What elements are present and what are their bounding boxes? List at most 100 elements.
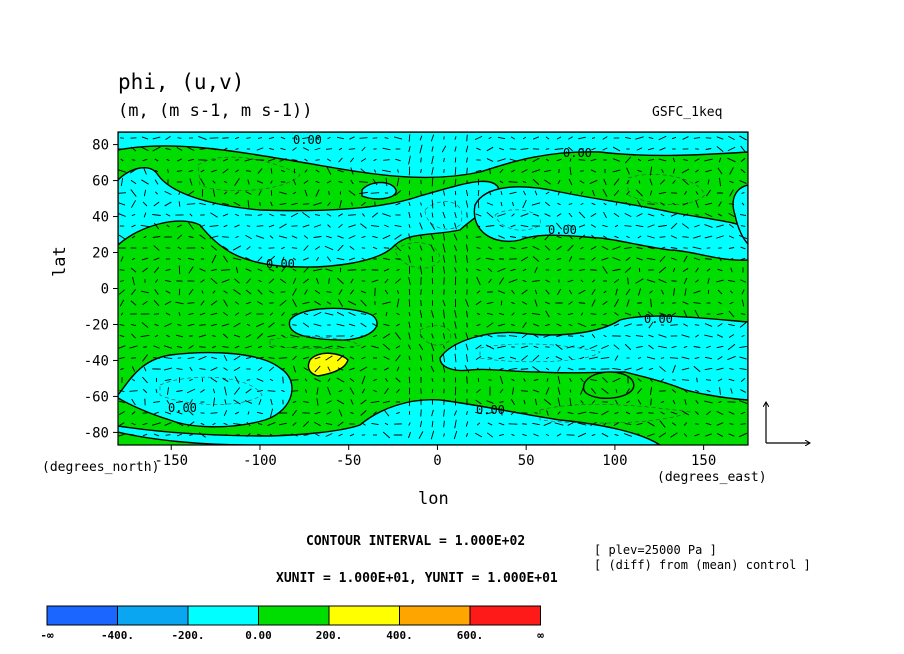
wind-vector [636, 246, 643, 250]
wind-vector [670, 324, 678, 326]
wind-vector [420, 190, 422, 196]
wind-vector [224, 386, 227, 396]
wind-vector [152, 214, 161, 216]
wind-vector [466, 167, 468, 175]
wind-vector [442, 353, 446, 363]
wind-vector [705, 379, 712, 381]
wind-vector [511, 378, 515, 382]
wind-vector [454, 157, 457, 163]
wind-vector [177, 324, 182, 326]
wind-vector [670, 411, 678, 415]
wind-vector [245, 170, 252, 172]
wind-vector [508, 181, 518, 183]
wind-vector [360, 299, 367, 307]
wind-vector [235, 235, 239, 239]
wind-vector [247, 200, 250, 208]
wind-vector [521, 390, 528, 392]
wind-vector [554, 148, 564, 150]
wind-vector [396, 177, 400, 187]
wind-vector [119, 324, 125, 326]
wind-vector [278, 235, 288, 239]
wind-vector [636, 367, 643, 371]
wind-vector [303, 257, 309, 261]
wind-vector [602, 147, 608, 151]
wind-vector [474, 334, 483, 338]
wind-vector [210, 323, 218, 327]
wind-vector [475, 344, 482, 350]
wind-vector [141, 257, 149, 261]
wind-vector [729, 290, 734, 294]
wind-vector [118, 192, 127, 194]
wind-vector [154, 279, 159, 283]
wind-vector [511, 289, 515, 295]
wind-vector [130, 433, 137, 437]
wind-vector [603, 235, 607, 239]
wind-vector [532, 157, 540, 163]
wind-vector [466, 322, 468, 328]
wind-vector [395, 202, 401, 206]
wind-vector [590, 269, 597, 271]
wind-vector [430, 342, 435, 352]
wind-vector [649, 377, 653, 383]
wind-vector [681, 334, 690, 338]
wind-vector [347, 300, 357, 306]
wind-vector [359, 181, 368, 183]
wind-vector [683, 422, 688, 426]
wind-vector [545, 387, 550, 395]
wind-vector [360, 410, 367, 416]
wind-vector [695, 279, 699, 283]
wind-vector [739, 322, 747, 328]
wind-vector [624, 225, 632, 227]
experiment-label: GSFC_1keq [652, 105, 723, 120]
wind-vector [234, 136, 240, 140]
wind-vector [636, 346, 643, 348]
wind-vector [268, 366, 275, 372]
wind-vector [704, 158, 713, 162]
wind-vector [304, 158, 308, 162]
wind-vector [730, 267, 733, 273]
wind-vector [684, 399, 687, 405]
wind-vector [522, 136, 527, 140]
wind-vector [373, 411, 377, 415]
wind-vector [661, 289, 664, 295]
wind-vector [695, 169, 699, 173]
wind-vector [164, 190, 172, 196]
wind-vector [199, 346, 206, 348]
wind-vector [163, 345, 173, 349]
wind-vector [740, 246, 746, 250]
x-tick-label: -100 [243, 453, 277, 469]
wind-vector [590, 388, 597, 394]
wind-vector [601, 410, 609, 416]
wind-vector [268, 136, 275, 140]
wind-vector [350, 399, 354, 405]
wind-vector [223, 367, 228, 371]
wind-vector [153, 245, 160, 251]
wind-vector [658, 224, 667, 228]
wind-vector [371, 212, 379, 218]
wind-vector [176, 170, 183, 172]
wind-vector [487, 422, 493, 426]
wind-vector [292, 257, 297, 261]
wind-vector [647, 224, 655, 228]
wind-vector [544, 179, 551, 185]
wind-vector [660, 411, 665, 415]
wind-vector [475, 355, 482, 361]
wind-vector [522, 268, 527, 272]
wind-vector [292, 278, 297, 284]
wind-vector [670, 213, 678, 217]
wind-vector [589, 179, 598, 185]
wind-vector [350, 167, 354, 175]
wind-vector [521, 333, 528, 339]
wind-vector [234, 312, 240, 316]
wind-vector [349, 246, 355, 250]
wind-vector [727, 355, 736, 361]
wind-vector [532, 213, 540, 217]
wind-vector [166, 158, 170, 162]
wind-vector [545, 158, 550, 162]
wind-vector [499, 224, 504, 228]
wind-vector [314, 356, 321, 360]
wind-vector [475, 300, 482, 306]
wind-vector [210, 277, 218, 285]
wind-vector [626, 167, 630, 175]
wind-vector [131, 214, 136, 216]
